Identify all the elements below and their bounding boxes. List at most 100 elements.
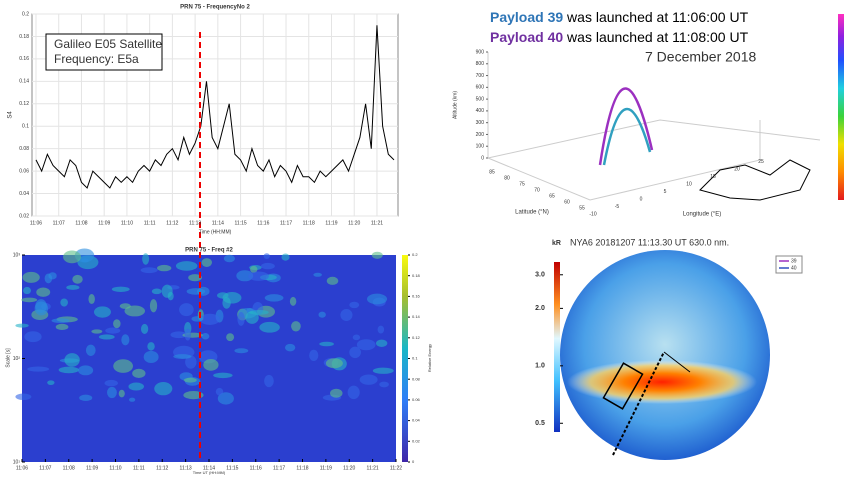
texture — [15, 393, 32, 401]
colorbar-tick-label: 0.12 — [412, 335, 421, 340]
texture — [289, 296, 297, 306]
x-tick-label: 11:15 — [234, 220, 246, 226]
colorbar-tick-label: 0.14 — [412, 314, 421, 319]
z-tick-label: 0 — [481, 155, 484, 161]
texture — [203, 359, 219, 371]
aurora-band — [567, 360, 757, 404]
texture — [128, 382, 145, 391]
x-tick-label: 11:10 — [109, 465, 121, 471]
texture — [23, 286, 32, 295]
texture — [349, 301, 360, 309]
texture — [85, 344, 96, 356]
texture — [186, 288, 206, 295]
texture — [183, 391, 204, 400]
x-tick-label: 11:10 — [121, 220, 133, 226]
x-tick-label: -5 — [615, 204, 620, 210]
texture — [264, 294, 284, 302]
z-tick-label: 600 — [476, 85, 485, 91]
y-tick-label: 70 — [534, 187, 540, 193]
z-tick-label: 800 — [476, 61, 485, 67]
y-tick-label: 0.02 — [19, 213, 29, 219]
chart-title: PRN 75 - Freq #2 — [185, 248, 233, 254]
launch-text: Payload 40 was launched at 11:08:00 UT — [490, 29, 749, 45]
colorbar-tick-label: 0.1 — [412, 356, 418, 361]
texture — [379, 381, 389, 388]
texture — [154, 382, 173, 396]
texture — [55, 323, 69, 331]
x-tick-label: 11:21 — [371, 220, 383, 226]
launch-detail: was launched at 11:08:00 UT — [563, 29, 748, 45]
y-tick-label: 0.14 — [19, 79, 29, 85]
texture — [366, 293, 388, 305]
y-tick-label: 0.18 — [19, 34, 29, 40]
texture — [15, 323, 29, 328]
texture — [79, 394, 93, 401]
annotation: Frequency: E5a — [54, 52, 139, 66]
colorbar-tick-label: 0 — [412, 459, 415, 464]
texture — [201, 258, 212, 267]
y-tick-label: 10¹ — [13, 459, 21, 465]
y-tick-label: 0.12 — [19, 101, 29, 107]
texture — [66, 284, 80, 290]
colorbar — [402, 255, 408, 462]
texture — [88, 294, 95, 305]
texture — [234, 348, 249, 354]
texture — [284, 343, 296, 352]
texture — [349, 346, 361, 359]
texture — [359, 374, 378, 385]
colorbar-tick-label: 0.18 — [412, 273, 421, 278]
texture — [309, 349, 319, 362]
date: 7 December 2018 — [645, 49, 757, 65]
texture — [217, 392, 234, 405]
colorbar-tick-label: 0.16 — [412, 293, 421, 298]
texture — [372, 367, 394, 374]
y-axis-label: S4 — [8, 111, 14, 119]
colorbar-tick-label: 1.0 — [535, 363, 545, 370]
payload-track — [612, 351, 665, 456]
texture — [149, 299, 158, 313]
colorbar — [554, 262, 560, 432]
y-axis-label: Latitude (°N) — [515, 210, 549, 216]
colorbar-tick-label: 0.08 — [412, 376, 421, 381]
texture — [27, 366, 50, 372]
y-tick-label: 85 — [489, 169, 495, 175]
z-tick-label: 700 — [476, 73, 485, 79]
texture — [107, 386, 117, 399]
texture — [161, 284, 173, 298]
texture — [51, 318, 70, 324]
x-tick-label: 11:18 — [303, 220, 315, 226]
y-tick-label: 75 — [519, 181, 525, 187]
x-tick-label: 20 — [734, 166, 740, 172]
y-tick-label: 0.16 — [19, 56, 29, 62]
texture — [113, 319, 121, 329]
texture — [291, 321, 301, 332]
y-tick-label: 0.06 — [19, 168, 29, 174]
texture — [22, 271, 40, 283]
texture — [140, 323, 149, 334]
colorbar-tick-label: 0.04 — [412, 418, 421, 423]
x-tick-label: 11:12 — [156, 465, 168, 471]
texture — [199, 313, 220, 325]
texture — [191, 316, 204, 322]
x-tick-label: 11:19 — [325, 220, 337, 226]
x-axis-label: Longitude (°E) — [683, 212, 721, 218]
texture — [356, 339, 376, 351]
texture — [35, 299, 47, 313]
colorbar-tick-label: 2.0 — [535, 305, 545, 312]
x-tick-label: 11:22 — [390, 465, 402, 471]
texture — [58, 366, 79, 374]
texture — [188, 274, 202, 282]
colorbar-tick-label: 0.06 — [412, 397, 421, 402]
texture — [347, 385, 360, 400]
y-tick-label: 60 — [564, 199, 570, 205]
annotation-box — [45, 33, 163, 71]
texture — [140, 267, 158, 274]
x-tick-label: 11:14 — [203, 465, 215, 471]
texture — [330, 388, 343, 398]
z-tick-label: 100 — [476, 144, 485, 150]
texture — [250, 265, 258, 273]
texture — [129, 397, 136, 402]
texture — [113, 359, 133, 373]
y-tick-label: 65 — [549, 193, 555, 199]
texture — [263, 253, 270, 260]
